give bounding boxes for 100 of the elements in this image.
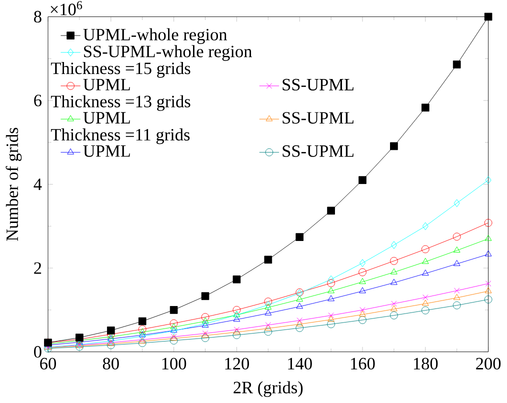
point bbox=[421, 104, 430, 112]
point bbox=[232, 276, 241, 284]
y-tick-label: 8 bbox=[34, 11, 42, 23]
point bbox=[390, 278, 398, 285]
point bbox=[264, 328, 272, 336]
point bbox=[296, 324, 304, 332]
point bbox=[484, 250, 492, 256]
point bbox=[76, 343, 84, 351]
point bbox=[233, 316, 240, 322]
legend-label: SS-UPML bbox=[282, 145, 354, 158]
point bbox=[296, 296, 304, 302]
x-tick-label: 140 bbox=[288, 358, 312, 370]
x-tick-label: 180 bbox=[414, 358, 438, 370]
point bbox=[484, 234, 492, 241]
point bbox=[265, 322, 271, 328]
point bbox=[138, 339, 146, 348]
point bbox=[422, 258, 429, 264]
text: ×10$^{6}$ bbox=[50, 1, 82, 16]
point bbox=[359, 287, 366, 294]
point bbox=[170, 323, 178, 330]
point bbox=[452, 60, 461, 69]
point bbox=[390, 257, 398, 266]
legend-label: UPML-whole region bbox=[83, 28, 228, 44]
point bbox=[170, 320, 178, 328]
point bbox=[358, 268, 366, 276]
point bbox=[422, 300, 429, 306]
annotation: Thickness =13 grids bbox=[50, 95, 190, 112]
point bbox=[359, 310, 366, 317]
point bbox=[453, 246, 460, 253]
point bbox=[421, 245, 430, 254]
point bbox=[232, 331, 241, 340]
y-tick-label: 6 bbox=[34, 94, 42, 106]
legend-label: UPML bbox=[83, 112, 130, 124]
point bbox=[170, 306, 178, 314]
legend-label: UPML bbox=[83, 146, 130, 157]
point bbox=[484, 296, 492, 304]
point bbox=[327, 320, 335, 328]
legend-label: SS-UPML-whole region bbox=[84, 45, 252, 62]
point bbox=[264, 298, 272, 306]
point bbox=[139, 332, 146, 340]
x-tick-label: 80 bbox=[102, 358, 119, 370]
point bbox=[422, 270, 429, 276]
annotation: Thickness =11 grids bbox=[50, 128, 190, 144]
point bbox=[138, 331, 146, 338]
x-tick-label: 100 bbox=[162, 358, 186, 370]
point bbox=[201, 313, 210, 322]
point bbox=[201, 292, 210, 300]
point bbox=[390, 142, 398, 150]
point bbox=[390, 305, 398, 312]
y-tick-label: 4 bbox=[34, 178, 42, 190]
point bbox=[170, 336, 178, 345]
point bbox=[264, 256, 272, 264]
annotation: Thickness =15 grids bbox=[50, 62, 190, 78]
point bbox=[296, 318, 302, 324]
legend-label: SS-UPML bbox=[282, 112, 354, 124]
x-tick-label: 60 bbox=[40, 358, 56, 370]
legend-label: UPML bbox=[83, 79, 130, 91]
point bbox=[390, 268, 398, 274]
point bbox=[359, 278, 366, 284]
point bbox=[106, 326, 115, 335]
point bbox=[138, 318, 146, 326]
point bbox=[327, 206, 335, 215]
point bbox=[452, 302, 461, 310]
point bbox=[296, 233, 304, 242]
point bbox=[422, 294, 428, 300]
legend-label: SS-UPML bbox=[282, 79, 354, 91]
point bbox=[485, 176, 492, 184]
point bbox=[107, 335, 114, 342]
point bbox=[454, 199, 460, 208]
y-axis-title: Number of grids bbox=[6, 128, 22, 242]
point bbox=[360, 259, 366, 268]
point bbox=[358, 316, 366, 324]
point bbox=[358, 176, 366, 184]
point bbox=[390, 241, 397, 250]
point bbox=[232, 306, 241, 314]
point bbox=[485, 280, 492, 287]
point bbox=[296, 320, 304, 326]
point bbox=[390, 312, 398, 320]
point bbox=[453, 260, 460, 266]
point bbox=[201, 334, 210, 342]
point bbox=[328, 295, 334, 302]
point bbox=[452, 232, 461, 241]
point bbox=[138, 328, 146, 334]
point bbox=[296, 302, 304, 309]
x-axis-title: 2R (grids) bbox=[234, 381, 303, 398]
point bbox=[484, 287, 492, 294]
point bbox=[453, 294, 460, 300]
point bbox=[328, 312, 334, 318]
point bbox=[421, 306, 430, 314]
point bbox=[454, 288, 460, 294]
point bbox=[360, 307, 366, 313]
point bbox=[391, 300, 397, 307]
point bbox=[108, 337, 114, 346]
point bbox=[327, 279, 335, 288]
point bbox=[422, 222, 428, 230]
x-tick-label: 160 bbox=[351, 358, 375, 370]
point bbox=[107, 333, 114, 339]
y-tick-label: 0 bbox=[34, 346, 42, 358]
point bbox=[265, 301, 272, 309]
point bbox=[328, 287, 334, 294]
